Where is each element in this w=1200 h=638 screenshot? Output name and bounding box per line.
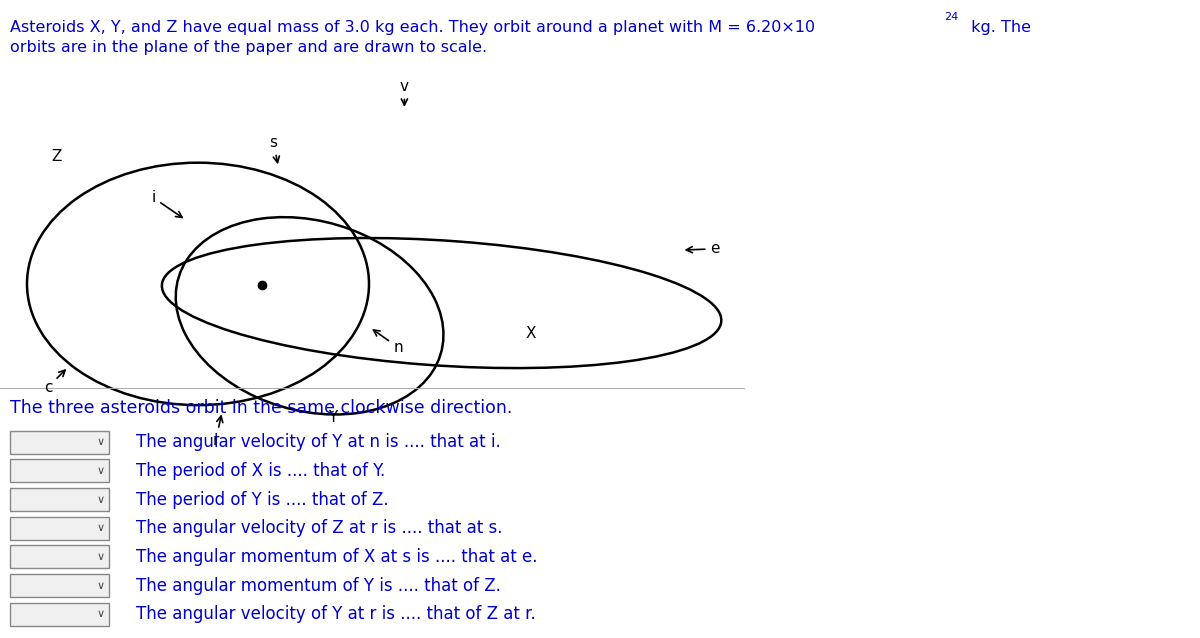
- Text: Y: Y: [328, 410, 337, 426]
- Text: The period of X is .... that of Y.: The period of X is .... that of Y.: [136, 462, 385, 480]
- Text: c: c: [43, 370, 65, 395]
- Text: The angular momentum of X at s is .... that at e.: The angular momentum of X at s is .... t…: [136, 548, 538, 566]
- Text: kg. The: kg. The: [966, 20, 1031, 36]
- FancyBboxPatch shape: [10, 488, 109, 511]
- Text: ∨: ∨: [97, 466, 104, 476]
- FancyBboxPatch shape: [10, 603, 109, 626]
- Text: The angular momentum of Y is .... that of Z.: The angular momentum of Y is .... that o…: [136, 577, 500, 595]
- Text: The angular velocity of Y at n is .... that at i.: The angular velocity of Y at n is .... t…: [136, 433, 500, 451]
- FancyBboxPatch shape: [10, 545, 109, 568]
- Text: n: n: [373, 330, 403, 355]
- FancyBboxPatch shape: [10, 574, 109, 597]
- Text: e: e: [686, 241, 720, 256]
- Text: X: X: [526, 325, 536, 341]
- Text: The period of Y is .... that of Z.: The period of Y is .... that of Z.: [136, 491, 389, 508]
- Text: i: i: [151, 190, 182, 218]
- Text: The angular velocity of Y at r is .... that of Z at r.: The angular velocity of Y at r is .... t…: [136, 605, 535, 623]
- Text: The three asteroids orbit in the same clockwise direction.: The three asteroids orbit in the same cl…: [10, 399, 512, 417]
- Text: ∨: ∨: [97, 609, 104, 619]
- Text: r: r: [212, 416, 223, 448]
- Text: ∨: ∨: [97, 581, 104, 591]
- Text: s: s: [270, 135, 280, 163]
- Text: v: v: [400, 78, 409, 105]
- Text: ∨: ∨: [97, 523, 104, 533]
- Text: orbits are in the plane of the paper and are drawn to scale.: orbits are in the plane of the paper and…: [10, 40, 487, 55]
- Text: ∨: ∨: [97, 552, 104, 562]
- Text: Z: Z: [52, 149, 62, 164]
- Text: 24: 24: [944, 12, 959, 22]
- Text: The angular velocity of Z at r is .... that at s.: The angular velocity of Z at r is .... t…: [136, 519, 502, 537]
- FancyBboxPatch shape: [10, 517, 109, 540]
- Text: ∨: ∨: [97, 437, 104, 447]
- Text: ∨: ∨: [97, 494, 104, 505]
- FancyBboxPatch shape: [10, 431, 109, 454]
- FancyBboxPatch shape: [10, 459, 109, 482]
- Text: Asteroids X, Y, and Z have equal mass of 3.0 kg each. They orbit around a planet: Asteroids X, Y, and Z have equal mass of…: [10, 20, 815, 36]
